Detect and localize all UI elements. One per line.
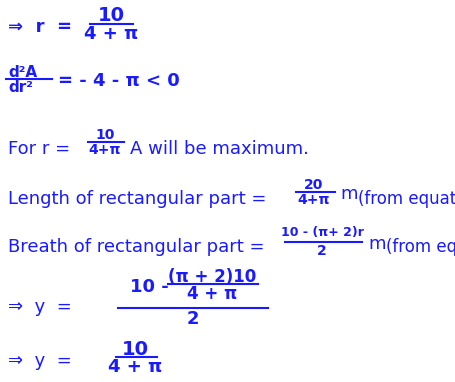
Text: (from equation 1): (from equation 1) [358,190,455,208]
Text: = - 4 - π < 0: = - 4 - π < 0 [58,72,180,90]
Text: 10: 10 [95,128,115,142]
Text: ⇒  y  =: ⇒ y = [8,298,72,316]
Text: 4 + π: 4 + π [84,25,138,43]
Text: 2: 2 [187,310,199,328]
Text: 4 + π: 4 + π [187,285,237,303]
Text: (π + 2)10: (π + 2)10 [168,268,256,286]
Text: ⇒  y  =: ⇒ y = [8,352,72,370]
Text: For r =: For r = [8,140,70,158]
Text: Breath of rectangular part =: Breath of rectangular part = [8,238,264,256]
Text: 4 + π: 4 + π [108,358,162,376]
Text: m: m [340,185,358,203]
Text: A will be maximum.: A will be maximum. [130,140,309,158]
Text: 10: 10 [121,340,148,359]
Text: 2: 2 [317,244,327,258]
Text: 20: 20 [304,178,324,192]
Text: 10 - (π+ 2)r: 10 - (π+ 2)r [281,226,364,239]
Text: dr²: dr² [8,80,33,95]
Text: d²A: d²A [8,65,37,80]
Text: Length of rectangular part =: Length of rectangular part = [8,190,266,208]
Text: 10: 10 [97,6,125,25]
Text: m: m [368,235,385,253]
Text: (from equation 2): (from equation 2) [386,238,455,256]
Text: ⇒  r  =: ⇒ r = [8,18,72,36]
Text: 4+π: 4+π [298,193,330,207]
Text: 10 -: 10 - [130,278,169,296]
Text: 4+π: 4+π [89,143,121,157]
